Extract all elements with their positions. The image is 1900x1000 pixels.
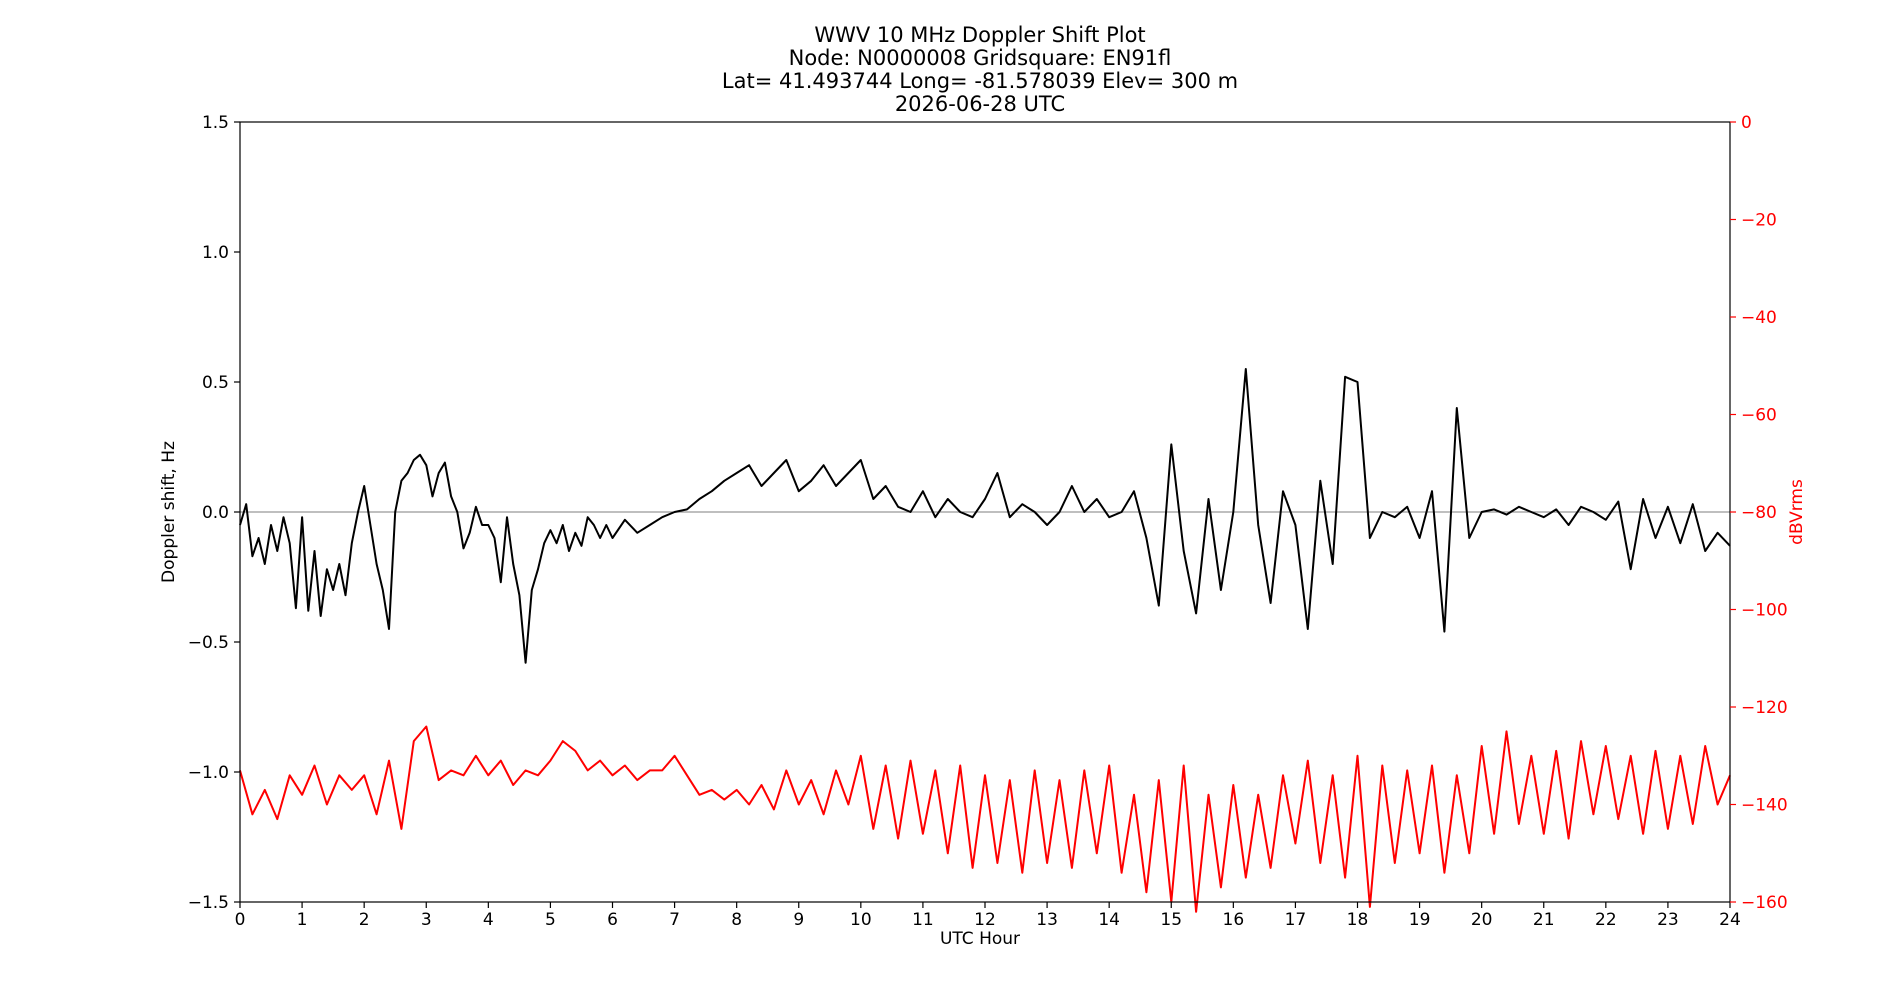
- x-tick-label: 16: [1223, 910, 1245, 930]
- x-tick-label: 14: [1098, 910, 1120, 930]
- x-tick-label: 13: [1036, 910, 1058, 930]
- chart-title: WWV 10 MHz Doppler Shift Plot Node: N000…: [722, 23, 1238, 116]
- x-axis-label: UTC Hour: [940, 929, 1020, 949]
- x-tick-label: 1: [297, 910, 308, 930]
- y-tick-label-right: −40: [1741, 308, 1777, 328]
- x-tick-label: 6: [607, 910, 618, 930]
- y-tick-label-left: −0.5: [188, 633, 229, 653]
- x-tick-label: 10: [850, 910, 872, 930]
- y-tick-label-left: 1.0: [202, 243, 229, 263]
- x-tick-label: 2: [359, 910, 370, 930]
- x-tick-label: 11: [912, 910, 934, 930]
- y-tick-label-right: −100: [1741, 601, 1788, 621]
- title-line-3: Lat= 41.493744 Long= -81.578039 Elev= 30…: [722, 69, 1238, 93]
- x-tick-label: 8: [731, 910, 742, 930]
- y-tick-label-left: 0.5: [202, 373, 229, 393]
- x-tick-label: 22: [1595, 910, 1617, 930]
- x-tick-label: 24: [1719, 910, 1741, 930]
- x-tick-label: 9: [793, 910, 804, 930]
- x-tick-label: 19: [1409, 910, 1431, 930]
- y-axis-label-right: dBVrms: [1787, 479, 1807, 545]
- title-line-4: 2026-06-28 UTC: [895, 92, 1065, 116]
- x-tick-label: 7: [669, 910, 680, 930]
- x-tick-label: 15: [1160, 910, 1182, 930]
- x-tick-label: 23: [1657, 910, 1679, 930]
- y-tick-label-left: 0.0: [202, 503, 229, 523]
- plot-area: [239, 368, 1731, 913]
- y-tick-label-right: −20: [1741, 211, 1777, 231]
- x-tick-label: 3: [421, 910, 432, 930]
- x-tick-label: 18: [1347, 910, 1369, 930]
- power-series-line: [239, 725, 1731, 913]
- y-tick-label-left: −1.0: [188, 763, 229, 783]
- x-tick-label: 0: [235, 910, 246, 930]
- y-tick-label-left: 1.5: [202, 113, 229, 133]
- x-tick-label: 4: [483, 910, 494, 930]
- title-line-2: Node: N0000008 Gridsquare: EN91fl: [789, 46, 1172, 70]
- x-tick-label: 17: [1285, 910, 1307, 930]
- y-tick-label-right: −60: [1741, 406, 1777, 426]
- axes: 0 1 2 3 4 5 6 7 8 9 10 11 12 13 14 15 16 17 18 19 20 21 22 23 24…: [188, 113, 1788, 930]
- y-tick-label-right: −120: [1741, 698, 1788, 718]
- doppler-series-line: [239, 368, 1731, 664]
- y-tick-label-right: −140: [1741, 796, 1788, 816]
- title-line-1: WWV 10 MHz Doppler Shift Plot: [814, 23, 1145, 47]
- x-tick-label: 12: [974, 910, 996, 930]
- x-tick-label: 5: [545, 910, 556, 930]
- y-tick-label-left: −1.5: [188, 893, 229, 913]
- y-tick-label-right: 0: [1741, 113, 1752, 133]
- x-tick-label: 20: [1471, 910, 1493, 930]
- y-tick-label-right: −80: [1741, 503, 1777, 523]
- x-tick-label: 21: [1533, 910, 1555, 930]
- y-axis-label-left: Doppler shift, Hz: [159, 441, 179, 583]
- y-tick-label-right: −160: [1741, 893, 1788, 913]
